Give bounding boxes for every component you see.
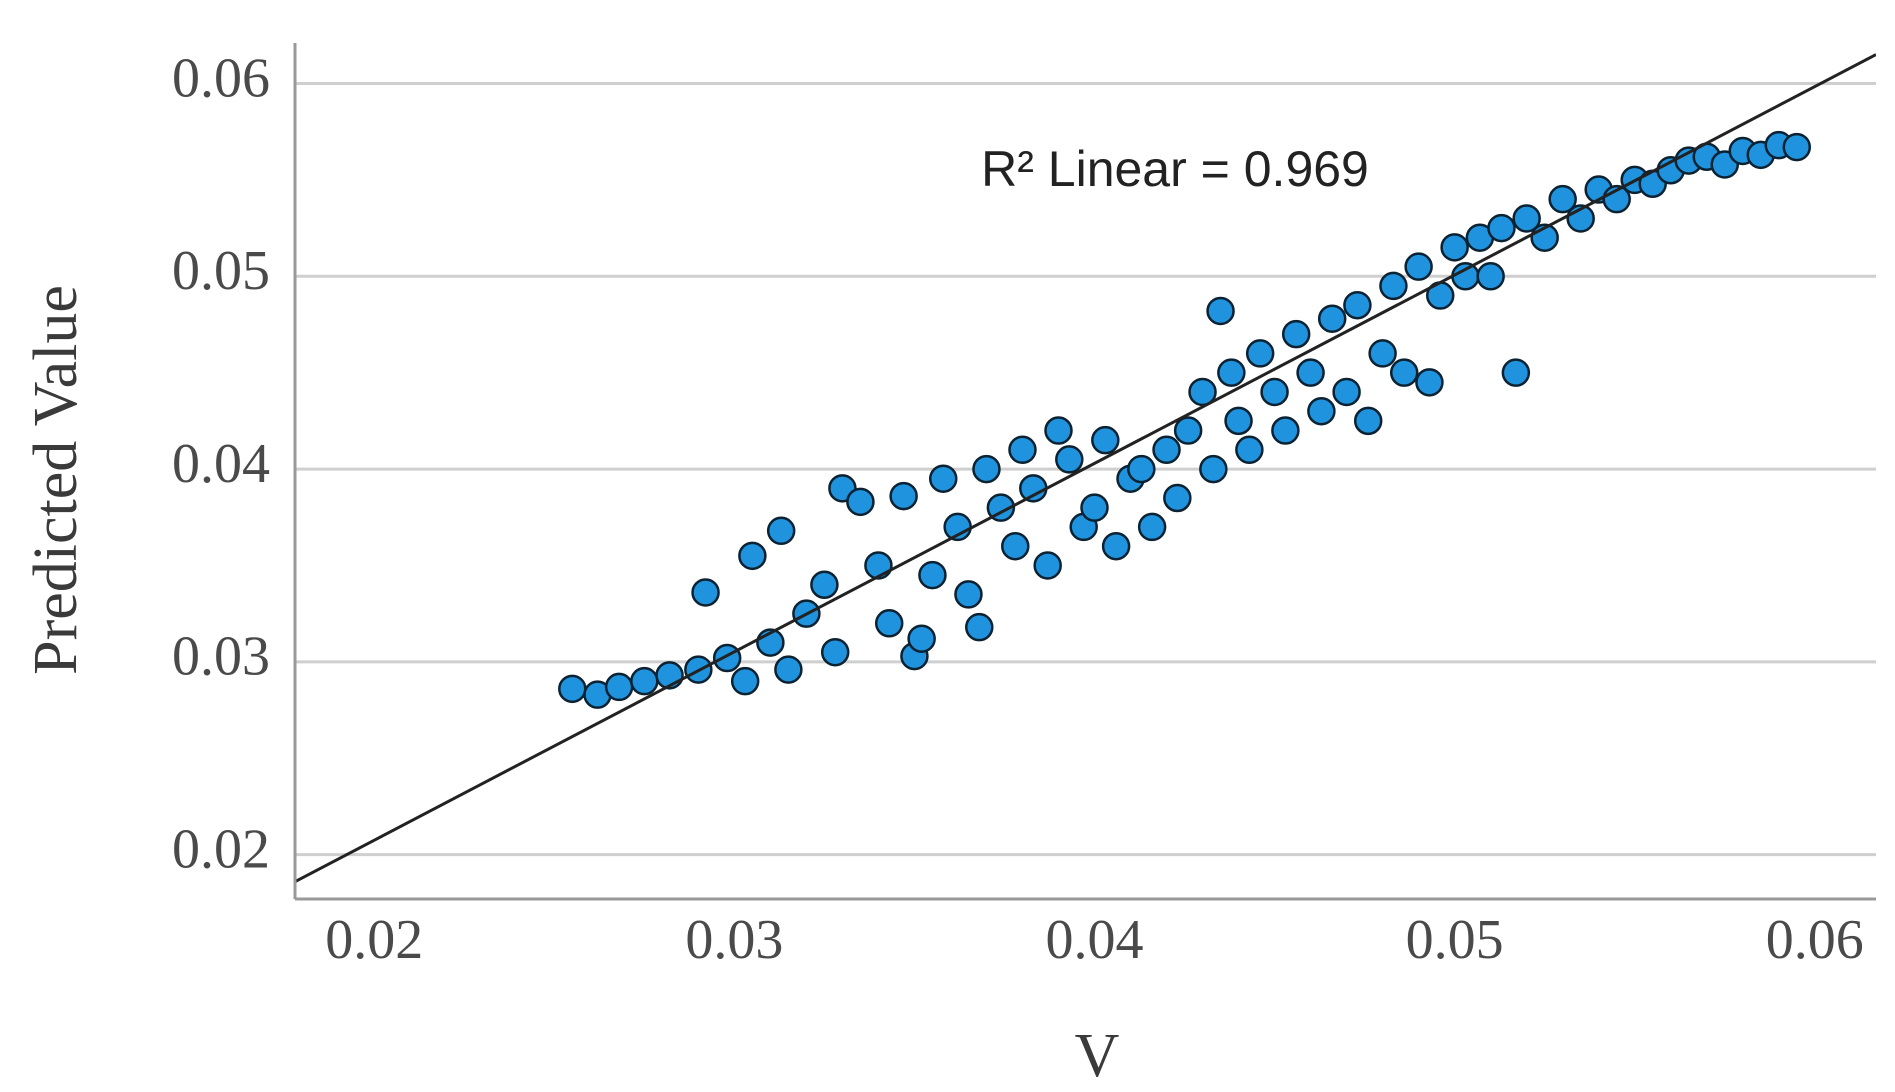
y-tick-label: 0.03 bbox=[172, 626, 270, 688]
point bbox=[1782, 132, 1812, 162]
point bbox=[1008, 435, 1037, 465]
point bbox=[774, 655, 803, 684]
x-tick-label: 0.04 bbox=[1046, 909, 1144, 971]
point bbox=[1137, 512, 1167, 542]
point bbox=[1548, 184, 1577, 214]
point bbox=[691, 578, 720, 607]
point bbox=[1152, 435, 1181, 465]
point bbox=[965, 612, 994, 642]
marks bbox=[295, 53, 1876, 883]
point bbox=[558, 674, 587, 704]
point bbox=[1332, 377, 1361, 407]
point bbox=[1476, 262, 1505, 291]
point bbox=[810, 570, 839, 599]
point bbox=[1235, 435, 1264, 465]
point bbox=[1296, 358, 1325, 387]
point bbox=[1271, 416, 1300, 445]
point bbox=[1080, 493, 1109, 522]
y-tick-label: 0.05 bbox=[172, 240, 270, 302]
point bbox=[1415, 368, 1444, 397]
point bbox=[1260, 377, 1289, 407]
y-axis-title: Predicted Value bbox=[22, 285, 90, 675]
point bbox=[1091, 425, 1120, 455]
point bbox=[1451, 262, 1480, 291]
point bbox=[1245, 339, 1275, 368]
point bbox=[1217, 358, 1246, 387]
point bbox=[820, 637, 850, 667]
point bbox=[874, 609, 904, 638]
fit-line bbox=[295, 53, 1876, 883]
point bbox=[1512, 204, 1541, 233]
point bbox=[1343, 290, 1372, 320]
point bbox=[1033, 551, 1062, 580]
x-tick-label: 0.05 bbox=[1406, 909, 1504, 971]
point bbox=[766, 516, 796, 546]
point bbox=[738, 541, 767, 571]
point bbox=[864, 551, 893, 580]
y-tick-label: 0.04 bbox=[172, 433, 270, 495]
x-tick-label: 0.02 bbox=[325, 909, 423, 971]
x-tick-label: 0.03 bbox=[685, 909, 783, 971]
x-tick-label: 0.06 bbox=[1766, 909, 1864, 971]
point bbox=[604, 672, 634, 702]
point bbox=[1224, 406, 1253, 436]
point bbox=[1281, 319, 1311, 349]
point bbox=[846, 487, 875, 517]
annotation: R² Linear = 0.969 bbox=[981, 141, 1369, 197]
point bbox=[1163, 483, 1192, 513]
point bbox=[1440, 233, 1469, 262]
point bbox=[1487, 213, 1516, 243]
point bbox=[1044, 416, 1073, 445]
point bbox=[1055, 445, 1084, 474]
y-tick-label: 0.02 bbox=[172, 819, 270, 881]
point bbox=[1101, 531, 1131, 561]
point bbox=[1379, 271, 1408, 301]
point bbox=[928, 464, 958, 493]
point bbox=[918, 560, 947, 590]
point bbox=[1188, 377, 1217, 407]
point bbox=[1353, 406, 1383, 436]
point bbox=[1501, 358, 1531, 387]
y-tick-label: 0.06 bbox=[172, 47, 270, 109]
point bbox=[1317, 304, 1347, 333]
point bbox=[1127, 454, 1156, 484]
x-axis-title: V bbox=[1075, 1022, 1120, 1090]
point bbox=[712, 643, 742, 673]
point bbox=[1307, 396, 1336, 426]
point bbox=[730, 666, 760, 696]
point bbox=[972, 454, 1001, 484]
point bbox=[1368, 339, 1397, 368]
point bbox=[1404, 252, 1433, 281]
point bbox=[1019, 474, 1048, 503]
point bbox=[1389, 358, 1419, 387]
point bbox=[907, 624, 936, 653]
point bbox=[1206, 296, 1235, 326]
point bbox=[630, 666, 659, 696]
point bbox=[1173, 416, 1203, 445]
point bbox=[954, 580, 983, 609]
point bbox=[889, 481, 918, 511]
point bbox=[1001, 531, 1030, 561]
point bbox=[1199, 454, 1228, 484]
